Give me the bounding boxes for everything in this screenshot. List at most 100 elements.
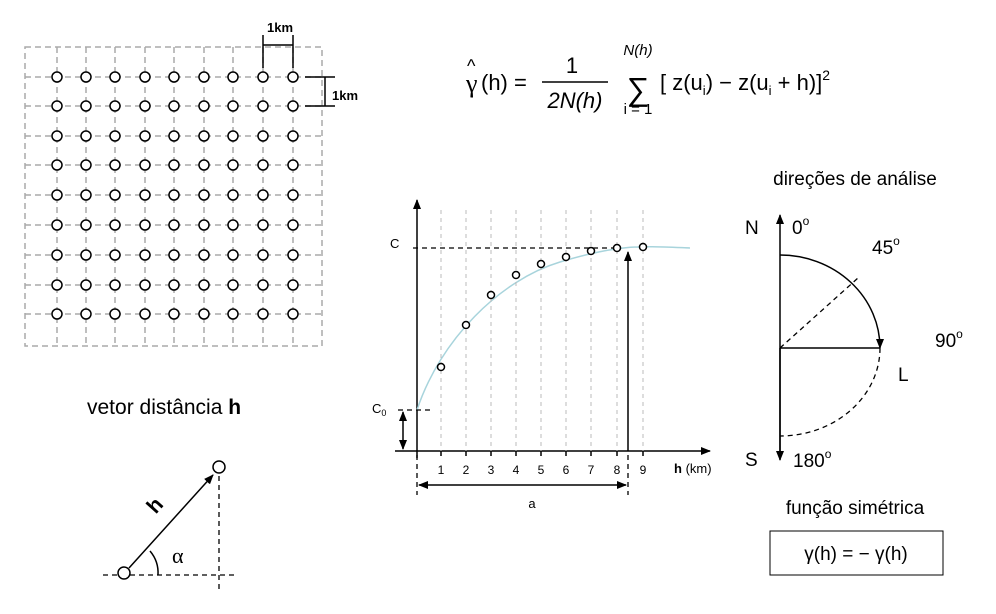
formula-body: [ z(ui) − z(ui + h)]2 [660, 67, 830, 98]
t: vetor distância [87, 396, 223, 419]
sample-point [168, 279, 180, 291]
sample-point [80, 249, 92, 261]
south: S [745, 450, 758, 471]
sample-point [139, 219, 151, 231]
t: 90 [935, 331, 956, 352]
deg: 0o [792, 214, 810, 239]
semivariance-point [436, 362, 446, 372]
sample-point [227, 249, 239, 261]
sample-point [51, 71, 63, 83]
symmetry-formula: γ(h) = − γ(h) [804, 544, 907, 565]
tick-label: 1 [438, 463, 445, 477]
scale-label: 1km [267, 20, 293, 35]
north: N [745, 218, 759, 239]
sample-point [227, 71, 239, 83]
t: i [703, 83, 706, 98]
sample-point [257, 100, 269, 112]
sample-point [168, 249, 180, 261]
sample-point [198, 189, 210, 201]
lhs: (h) = [481, 70, 527, 95]
sample-point [80, 219, 92, 231]
sample-point [287, 219, 299, 231]
semivariance-point [612, 243, 622, 253]
sample-point [51, 100, 63, 112]
sample-point [257, 159, 269, 171]
t: 45 [872, 238, 893, 259]
sample-point [198, 130, 210, 142]
hat: ^ [467, 56, 476, 76]
sum: ∑ [627, 71, 650, 107]
t: [ z(u [660, 70, 703, 95]
vector-label: h [142, 493, 168, 518]
t: o [825, 447, 832, 461]
sample-point [139, 249, 151, 261]
tick-label: 3 [488, 463, 495, 477]
sample-point [287, 249, 299, 261]
semivariance-point [536, 259, 546, 269]
sample-point [168, 189, 180, 201]
sample-point [109, 130, 121, 142]
sample-point [257, 71, 269, 83]
sample-point [51, 308, 63, 320]
sample-point [109, 308, 121, 320]
t: + h)] [772, 70, 823, 95]
sample-point [109, 71, 121, 83]
tick-label: 2 [463, 463, 470, 477]
sample-point [80, 100, 92, 112]
sample-point [109, 189, 121, 201]
sample-point [257, 219, 269, 231]
east: L [898, 365, 909, 386]
tick-label: 7 [588, 463, 595, 477]
t: ) − z(u [706, 70, 769, 95]
formula: γ ^ (h) = 1 2N(h) ∑ N(h) i = 1 [ z(ui) −… [465, 42, 830, 118]
formula-box [769, 530, 944, 576]
sample-point [257, 130, 269, 142]
sample-point [139, 130, 151, 142]
sample-point [51, 249, 63, 261]
range-label: a [528, 496, 536, 511]
sample-point [198, 249, 210, 261]
sample-point [168, 100, 180, 112]
gamma: γ [465, 69, 478, 98]
t: 0 [381, 408, 386, 418]
sample-point [80, 308, 92, 320]
sample-point [287, 308, 299, 320]
sample-point [51, 189, 63, 201]
tick-label: 4 [513, 463, 520, 477]
sample-point [257, 308, 269, 320]
sample-point [227, 100, 239, 112]
sample-point [51, 279, 63, 291]
t: o [956, 327, 963, 341]
sample-point [139, 308, 151, 320]
sample-point [51, 130, 63, 142]
sample-point [168, 130, 180, 142]
t: C [372, 401, 381, 416]
sample-point [257, 249, 269, 261]
tick-label: 8 [614, 463, 621, 477]
directions-title: direções de análise [773, 169, 937, 190]
semivariance-point [511, 270, 521, 280]
deg: 180o [793, 447, 832, 472]
semivariance-point [561, 252, 571, 262]
t: 180 [793, 451, 825, 472]
t: o [893, 234, 900, 248]
sample-point [227, 189, 239, 201]
vector [103, 460, 237, 592]
compass [776, 214, 884, 461]
t: o [803, 214, 810, 228]
t: 2 [822, 67, 830, 83]
sample-point [51, 219, 63, 231]
tick-label: 9 [640, 463, 647, 477]
sample-point [109, 279, 121, 291]
sample-point [287, 279, 299, 291]
sample-point [80, 189, 92, 201]
sample-point [139, 100, 151, 112]
sum-upper: N(h) [623, 42, 652, 59]
t: 0 [792, 218, 803, 239]
sample-point [227, 159, 239, 171]
denominator: 2N(h) [546, 88, 602, 113]
sample-point [287, 130, 299, 142]
variogram [395, 199, 711, 495]
sample-point [198, 219, 210, 231]
